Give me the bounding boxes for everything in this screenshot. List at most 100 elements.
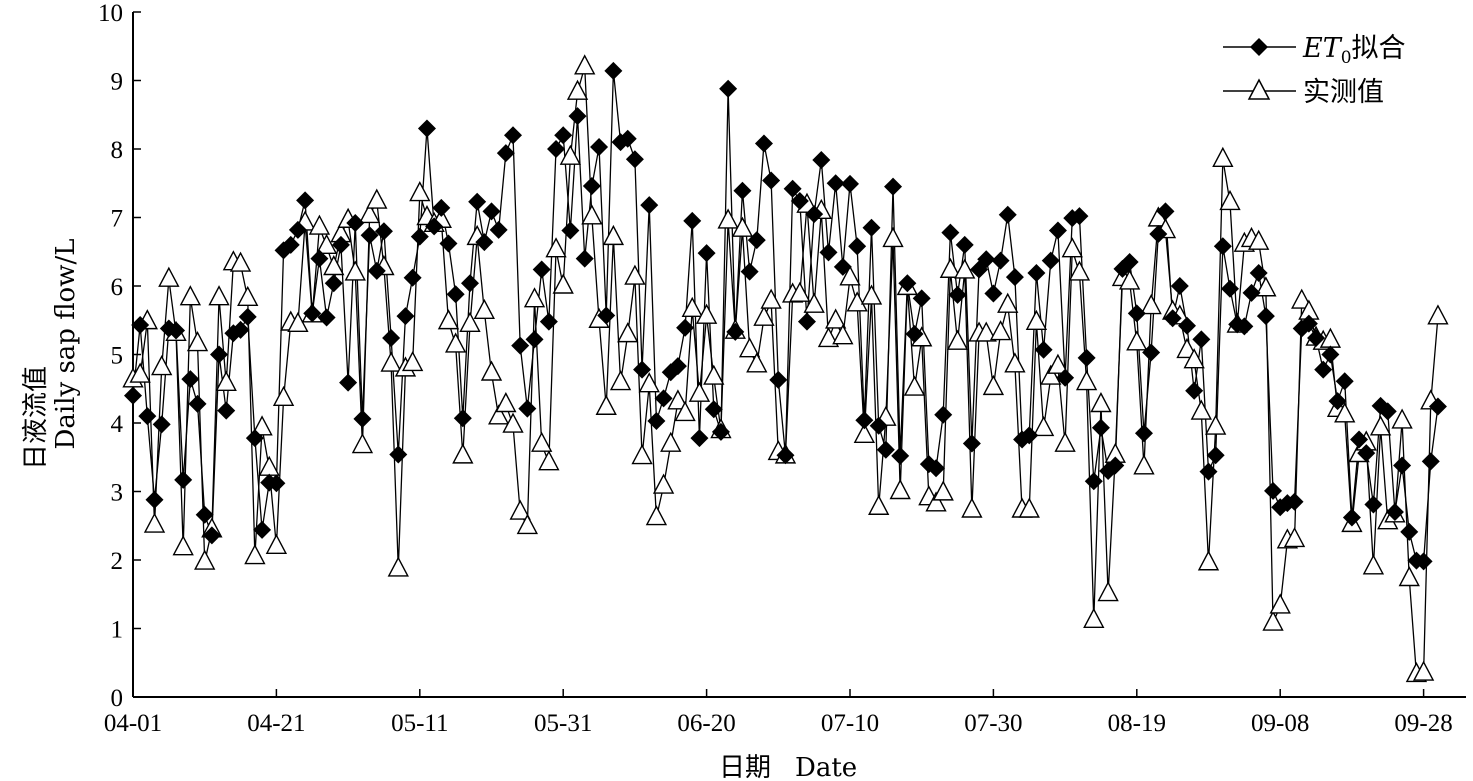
data-point-measured <box>1269 593 1291 614</box>
data-point-measured <box>997 292 1019 313</box>
data-point-et0-fit <box>1299 314 1318 333</box>
y-tick-label: 5 <box>111 343 124 370</box>
data-point-et0-fit <box>719 79 738 98</box>
data-point-et0-fit <box>1005 268 1024 287</box>
data-point-measured <box>366 188 388 209</box>
data-point-measured <box>237 285 259 307</box>
data-point-measured <box>1412 660 1435 681</box>
data-point-et0-fit <box>202 526 221 545</box>
y-ticks: 0 1 2 3 4 5 6 7 8 9 10 <box>98 0 141 712</box>
data-point-et0-fit <box>475 233 494 252</box>
data-point-measured <box>258 455 280 476</box>
data-point-measured <box>387 556 409 577</box>
data-point-measured <box>452 443 474 464</box>
data-point-et0-fit <box>676 318 695 337</box>
data-point-et0-fit <box>1027 263 1046 282</box>
data-point-measured <box>602 224 625 246</box>
data-point-et0-fit <box>1206 446 1225 465</box>
data-point-et0-fit <box>539 312 558 331</box>
data-point-et0-fit <box>783 179 802 198</box>
data-point-measured <box>1018 497 1040 518</box>
data-point-et0-fit <box>733 181 752 200</box>
data-point-et0-fit <box>1056 368 1075 387</box>
data-point-et0-fit <box>876 440 895 459</box>
data-point-measured <box>789 281 811 302</box>
data-point-et0-fit <box>948 285 967 304</box>
data-point-et0-fit <box>927 459 946 478</box>
data-point-et0-fit <box>489 220 508 239</box>
y-tick-label: 0 <box>111 685 124 712</box>
data-point-measured <box>824 308 847 329</box>
data-point-et0-fit <box>912 289 931 308</box>
data-point-measured <box>1219 189 1241 211</box>
data-point-et0-fit <box>704 400 723 419</box>
data-point-measured <box>208 285 230 306</box>
x-tick-label: 07-10 <box>821 710 879 737</box>
y-tick-label: 8 <box>111 137 124 164</box>
data-point-measured <box>495 392 517 413</box>
data-point-et0-fit <box>568 107 587 126</box>
x-axis-title: 日期 Date <box>719 753 857 781</box>
y-tick-label: 6 <box>111 274 124 301</box>
data-point-et0-fit <box>1163 309 1182 328</box>
data-point-et0-fit <box>174 470 193 489</box>
x-tick-label: 09-28 <box>1394 710 1452 737</box>
data-point-et0-fit <box>740 262 759 281</box>
data-point-measured <box>409 181 431 202</box>
data-point-et0-fit <box>618 129 637 148</box>
data-point-et0-fit <box>575 249 594 268</box>
data-point-measured <box>717 208 739 229</box>
data-point-et0-fit <box>281 235 300 254</box>
data-point-measured <box>151 355 173 376</box>
data-point-et0-fit <box>848 237 867 256</box>
data-point-et0-fit <box>625 150 644 169</box>
data-point-et0-fit <box>647 411 666 430</box>
data-point-et0-fit <box>1091 418 1110 437</box>
y-tick-label: 9 <box>111 69 124 96</box>
y-tick-label: 3 <box>111 480 124 507</box>
legend-marker-diamond <box>1250 38 1268 56</box>
data-point-measured <box>817 326 840 348</box>
data-point-et0-fit <box>1335 372 1354 391</box>
data-point-measured <box>1004 352 1026 373</box>
data-point-measured <box>358 202 381 224</box>
data-point-et0-fit <box>460 274 479 293</box>
data-point-et0-fit <box>962 434 981 453</box>
data-point-et0-fit <box>841 174 859 193</box>
data-point-et0-fit <box>403 268 422 287</box>
data-point-et0-fit <box>884 177 903 196</box>
data-point-et0-fit <box>1192 330 1211 349</box>
data-point-et0-fit <box>1120 253 1139 272</box>
data-point-measured <box>229 251 252 272</box>
x-tick-label: 04-01 <box>104 710 162 737</box>
data-point-et0-fit <box>360 226 379 245</box>
data-point-measured <box>215 370 237 391</box>
data-point-et0-fit <box>697 244 716 263</box>
data-point-et0-fit <box>1428 397 1447 416</box>
legend-label-et0-fit: ET0拟合 <box>1302 33 1406 68</box>
data-point-measured <box>179 285 202 306</box>
legend-label-et: ET <box>1302 33 1343 64</box>
data-point-measured <box>1262 610 1284 631</box>
data-point-measured <box>903 375 926 396</box>
data-point-et0-fit <box>898 274 917 293</box>
legend-label-fit: 拟合 <box>1352 33 1406 64</box>
data-point-measured <box>1205 414 1227 435</box>
y-tick-label: 10 <box>98 0 123 27</box>
data-point-et0-fit <box>374 222 393 241</box>
data-point-measured <box>667 389 689 410</box>
data-point-et0-fit <box>396 307 415 326</box>
data-point-measured <box>574 54 596 75</box>
data-point-measured <box>860 284 883 305</box>
data-point-et0-fit <box>245 429 264 448</box>
data-point-et0-fit <box>1041 251 1060 270</box>
data-point-measured <box>566 79 589 100</box>
data-point-measured <box>1291 288 1313 309</box>
data-point-et0-fit <box>296 191 315 210</box>
data-point-measured <box>1140 294 1162 315</box>
series-markers <box>122 54 1449 683</box>
data-point-et0-fit <box>532 260 551 279</box>
data-point-et0-fit <box>468 192 487 211</box>
data-point-et0-fit <box>181 370 200 389</box>
